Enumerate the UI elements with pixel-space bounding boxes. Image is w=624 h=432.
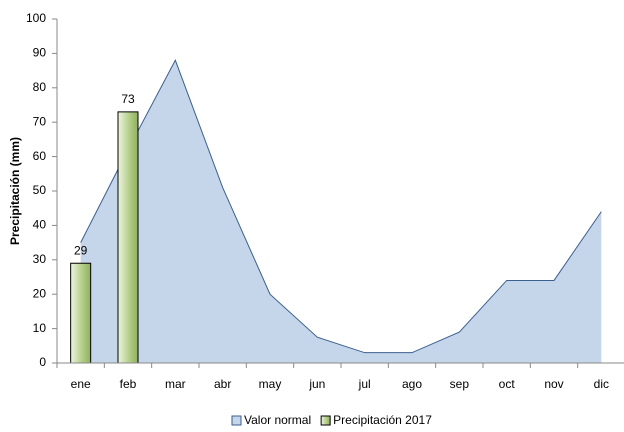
x-tick-label: oct — [499, 377, 516, 391]
area — [80, 60, 602, 363]
y-tick-label: 50 — [33, 183, 47, 197]
y-tick-label: 100 — [26, 11, 46, 25]
bar — [70, 262, 92, 364]
legend-swatch — [231, 415, 242, 426]
data-label: 29 — [74, 243, 88, 257]
bar — [117, 111, 139, 364]
x-tick-label: ago — [402, 377, 422, 391]
legend-label: Precipitación 2017 — [333, 413, 432, 427]
y-axis-label: Precipitación (mm) — [8, 137, 22, 245]
y-tick-label: 30 — [33, 252, 47, 266]
x-tick-label: feb — [120, 377, 137, 391]
y-tick-label: 80 — [33, 80, 47, 94]
x-tick-label: jun — [308, 377, 325, 391]
y-tick-label: 60 — [33, 149, 47, 163]
x-tick-label: may — [259, 377, 282, 391]
x-tick-label: mar — [165, 377, 186, 391]
y-tick-label: 20 — [33, 286, 47, 300]
area-line — [80, 59, 602, 354]
y-tick-label: 90 — [33, 46, 47, 60]
x-tick-label: nov — [544, 377, 563, 391]
legend-label: Valor normal — [244, 413, 311, 427]
x-tick-label: sep — [450, 377, 470, 391]
x-tick-label: abr — [214, 377, 231, 391]
legend-swatch — [320, 415, 331, 426]
y-tick-label: 10 — [33, 321, 47, 335]
x-tick-label: dic — [594, 377, 609, 391]
x-tick-label: jul — [358, 377, 371, 391]
x-tick-label: ene — [71, 377, 91, 391]
data-label: 73 — [121, 92, 135, 106]
y-tick-label: 0 — [39, 355, 46, 369]
y-tick-label: 70 — [33, 114, 47, 128]
y-tick-label: 40 — [33, 218, 47, 232]
